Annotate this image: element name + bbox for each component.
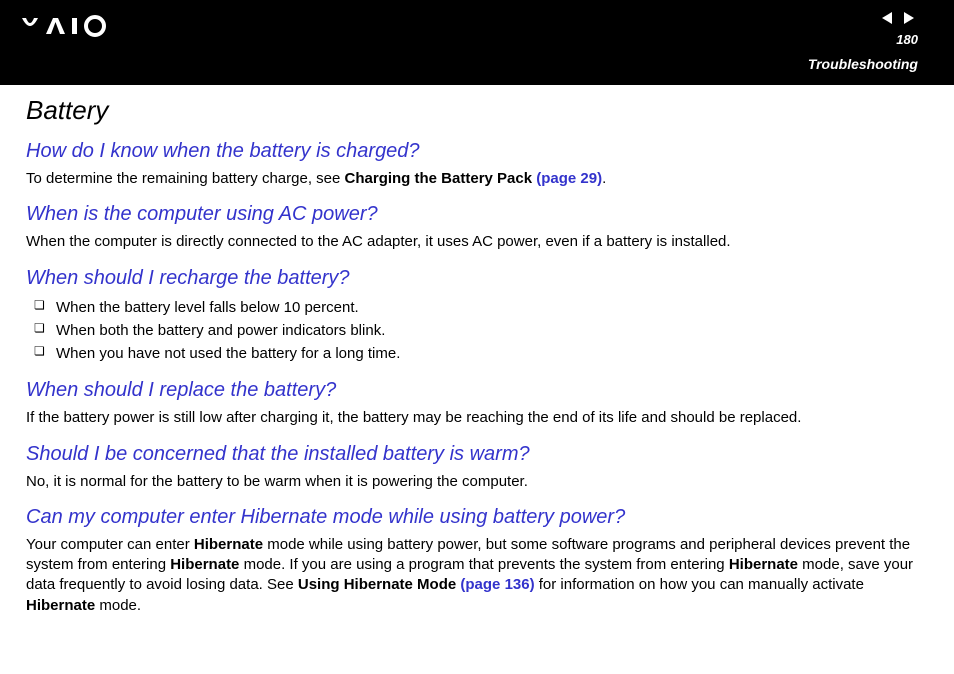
answer-6-b4: Using Hibernate Mode: [298, 576, 461, 593]
question-5: Should I be concerned that the installed…: [26, 443, 928, 466]
nav-arrows: [878, 10, 918, 31]
question-4: When should I replace the battery?: [26, 379, 928, 402]
answer-6-mid2: mode. If you are using a program that pr…: [239, 556, 728, 573]
list-item: When you have not used the battery for a…: [34, 342, 928, 365]
question-6: Can my computer enter Hibernate mode whi…: [26, 506, 928, 529]
list-item: When both the battery and power indicato…: [34, 319, 928, 342]
answer-3-list: When the battery level falls below 10 pe…: [26, 296, 928, 366]
answer-2: When the computer is directly connected …: [26, 232, 928, 252]
page-link-136[interactable]: (page 136): [460, 576, 534, 593]
question-1: How do I know when the battery is charge…: [26, 140, 928, 163]
prev-page-icon[interactable]: [878, 10, 896, 31]
answer-4: If the battery power is still low after …: [26, 408, 928, 428]
list-item: When the battery level falls below 10 pe…: [34, 296, 928, 319]
section-name: Troubleshooting: [808, 56, 918, 72]
question-2: When is the computer using AC power?: [26, 203, 928, 226]
vaio-logo: [20, 14, 130, 43]
answer-5: No, it is normal for the battery to be w…: [26, 472, 928, 492]
answer-6-b3: Hibernate: [729, 556, 798, 573]
answer-1: To determine the remaining battery charg…: [26, 169, 928, 189]
answer-6-mid4: for information on how you can manually …: [535, 576, 864, 593]
answer-1-pre: To determine the remaining battery charg…: [26, 170, 345, 187]
answer-6-pre: Your computer can enter: [26, 536, 194, 553]
question-3: When should I recharge the battery?: [26, 267, 928, 290]
answer-6-b2: Hibernate: [170, 556, 239, 573]
answer-6-b1: Hibernate: [194, 536, 263, 553]
answer-6-b5: Hibernate: [26, 597, 95, 614]
next-page-icon[interactable]: [900, 10, 918, 31]
main-title: Battery: [26, 95, 928, 126]
page-number: 180: [896, 32, 918, 47]
answer-1-bold: Charging the Battery Pack: [345, 170, 537, 187]
page-header: 180 Troubleshooting: [0, 0, 954, 85]
answer-6-end: mode.: [95, 597, 141, 614]
answer-1-post: .: [602, 170, 606, 187]
page-link-29[interactable]: (page 29): [536, 170, 602, 187]
page-content: Battery How do I know when the battery i…: [0, 85, 954, 640]
answer-6: Your computer can enter Hibernate mode w…: [26, 535, 928, 616]
